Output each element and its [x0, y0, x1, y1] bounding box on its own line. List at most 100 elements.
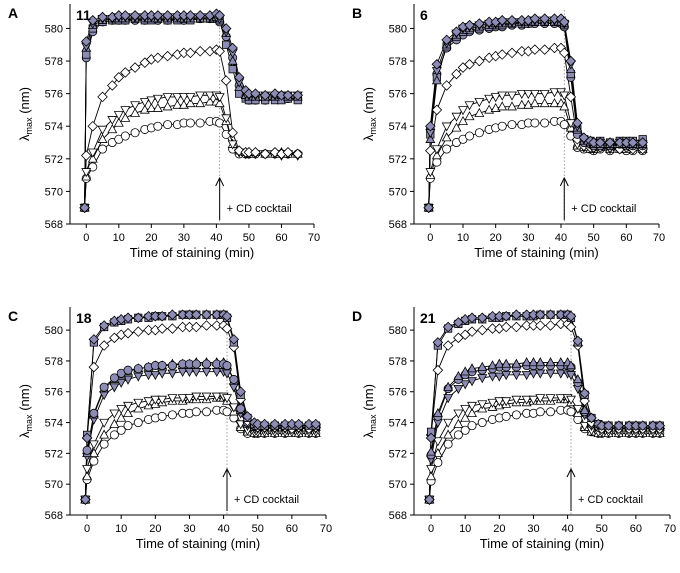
- x-tick-label: 70: [308, 232, 320, 244]
- data-point-s2-8: [139, 98, 150, 108]
- data-point-s2-7: [130, 101, 141, 111]
- data-point-s1-2: [432, 448, 443, 458]
- data-point-s0-10: [153, 121, 163, 131]
- series-line-0: [84, 120, 298, 208]
- y-axis-label: λmax (nm): [17, 384, 34, 438]
- data-point-s0-3: [442, 144, 452, 154]
- data-point-s3-1: [425, 145, 436, 156]
- x-tick-label: 0: [84, 523, 90, 535]
- data-point-s0-3: [99, 439, 109, 449]
- y-tick-label: 568: [389, 510, 407, 522]
- data-point-s2-5: [460, 405, 471, 415]
- data-point-s3-14: [535, 369, 546, 379]
- data-point-s2-7: [477, 400, 488, 410]
- data-point-s8-18: [214, 10, 225, 21]
- data-point-s3-2: [431, 104, 443, 116]
- data-point-s2-8: [487, 398, 498, 408]
- data-point-s1-4: [451, 122, 462, 132]
- data-point-s5-18: [566, 360, 576, 370]
- data-point-s8-18: [221, 310, 233, 322]
- data-point-s1-6: [123, 407, 134, 417]
- data-point-s3-7: [474, 55, 485, 67]
- data-point-s8-14: [185, 10, 196, 21]
- data-point-s8-29: [637, 137, 648, 148]
- data-point-s2-12: [516, 89, 527, 99]
- data-point-s2-19: [572, 405, 583, 415]
- data-point-s2-16: [204, 91, 215, 101]
- data-point-s2-16: [211, 392, 222, 402]
- data-point-s0-5: [116, 425, 126, 435]
- data-point-s6-18: [221, 323, 233, 334]
- data-point-s2-2: [431, 145, 442, 155]
- data-point-s5-3: [99, 382, 109, 392]
- data-point-s2-16: [555, 394, 566, 404]
- data-point-s3-14: [185, 47, 196, 59]
- data-point-s8-2: [432, 337, 444, 348]
- y-axis-label-unit: (nm): [361, 384, 376, 414]
- data-point-s6-2: [431, 75, 442, 85]
- data-point-s2-15: [539, 89, 550, 99]
- data-point-s5-15: [202, 359, 212, 369]
- data-point-s6-11: [167, 323, 178, 334]
- data-point-s2-12: [172, 93, 183, 103]
- data-point-s0-14: [185, 118, 195, 128]
- data-point-s5-20: [579, 404, 590, 414]
- x-tick-label: 60: [630, 523, 642, 535]
- data-point-s5-16: [555, 357, 566, 367]
- data-point-s6-2: [432, 364, 444, 376]
- data-point-s8-14: [535, 309, 546, 320]
- data-point-s3-3: [443, 394, 454, 404]
- data-point-s3-14: [191, 368, 202, 378]
- data-point-s2-5: [116, 405, 127, 415]
- data-point-s1-15: [195, 98, 206, 108]
- x-tick-label: 10: [457, 232, 469, 244]
- x-tick-label: 30: [178, 232, 190, 244]
- data-point-s2-13: [523, 89, 534, 99]
- cocktail-annotation: + CD cocktail: [234, 494, 299, 506]
- x-tick-label: 10: [113, 232, 125, 244]
- data-point-s6-6: [122, 327, 134, 339]
- data-point-s2-2: [88, 440, 99, 450]
- panel-label: D: [352, 308, 362, 324]
- x-tick-label: 40: [561, 523, 573, 535]
- x-tick-label: 40: [210, 232, 222, 244]
- panel-number: 18: [76, 310, 92, 326]
- y-axis-label-symbol: λ: [361, 134, 376, 141]
- data-point-s1-6: [120, 112, 131, 122]
- x-tick-label: 50: [252, 523, 264, 535]
- data-point-s2-11: [507, 91, 517, 101]
- data-point-s3-11: [167, 369, 178, 379]
- data-point-s3-2: [87, 120, 99, 132]
- data-point-s3-3: [97, 91, 108, 103]
- data-point-s2-15: [195, 91, 206, 101]
- data-point-s2-9: [494, 397, 505, 407]
- data-point-s1-5: [458, 115, 468, 126]
- y-axis-label-unit: (nm): [361, 87, 376, 117]
- data-point-s2-3: [441, 122, 452, 132]
- data-point-s3-28: [282, 147, 294, 158]
- data-point-s3-6: [467, 377, 478, 387]
- data-point-s6-2: [88, 361, 100, 373]
- data-point-s2-12: [177, 394, 188, 404]
- data-point-s8-2: [88, 334, 100, 345]
- data-point-s5-2: [89, 408, 99, 418]
- data-point-s8-0: [79, 202, 90, 213]
- data-point-s8-6: [120, 10, 131, 21]
- data-point-s6-7: [132, 326, 144, 337]
- data-point-s2-15: [545, 394, 556, 404]
- x-tick-label: 10: [115, 523, 127, 535]
- data-point-s2-13: [528, 395, 539, 405]
- cocktail-annotation: + CD cocktail: [227, 203, 292, 215]
- y-tick-label: 578: [389, 356, 407, 368]
- y-axis-label-symbol: λ: [361, 431, 376, 438]
- data-point-s6-20: [227, 55, 238, 65]
- y-axis-label: λmax (nm): [361, 87, 378, 141]
- data-point-s8-3: [442, 321, 454, 333]
- data-point-s1-15: [539, 98, 550, 108]
- data-point-s8-20: [227, 42, 238, 54]
- data-point-s1-5: [113, 117, 124, 127]
- data-point-s0-6: [120, 131, 130, 141]
- y-tick-label: 572: [45, 154, 63, 166]
- x-tick-label: 20: [149, 523, 161, 535]
